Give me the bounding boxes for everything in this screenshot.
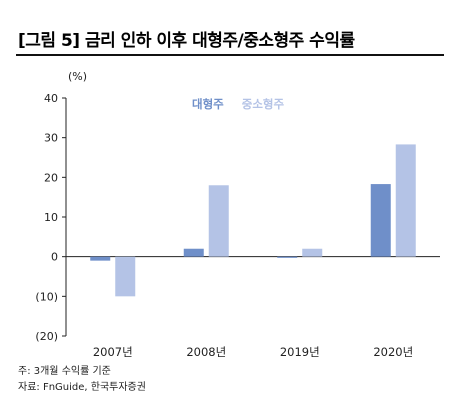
y-tick-label: 30	[44, 132, 58, 145]
legend-item-large-cap: 대형주	[192, 97, 224, 111]
bar-small-mid-cap-2	[302, 248, 323, 257]
bar-large-cap-3	[370, 184, 391, 257]
chart-labels: (20) (10) 0 10 20 30 40 2007년 2008년 2019년 2020년	[35, 92, 413, 359]
y-tick-label: 40	[44, 92, 58, 105]
x-category-label: 2019년	[280, 345, 320, 359]
figure-title: [그림 5] 금리 인하 이후 대형주/중소형주 수익률	[18, 31, 355, 51]
bar-small-mid-cap-1	[208, 185, 229, 257]
title-divider	[16, 54, 444, 56]
legend-item-small-mid-cap: 중소형주	[241, 97, 285, 111]
bar-small-mid-cap-0	[115, 256, 136, 297]
y-tick-label: 10	[44, 211, 58, 224]
x-category-label: 2020년	[373, 345, 413, 359]
bar-small-mid-cap-3	[395, 144, 416, 257]
y-tick-label: 20	[44, 171, 58, 184]
bar-large-cap-2	[277, 256, 298, 258]
y-tick-label: (20)	[35, 330, 58, 343]
footnote: 주: 3개월 수익률 기준	[18, 366, 111, 377]
y-axis-unit-label: (%)	[68, 70, 88, 83]
y-tick-label: (10)	[35, 290, 58, 303]
chart-bars	[90, 144, 416, 297]
x-category-label: 2008년	[186, 345, 226, 359]
bar-large-cap-1	[183, 248, 204, 257]
x-category-label: 2007년	[93, 345, 133, 359]
source-note: 자료: FnGuide, 한국투자증권	[18, 382, 146, 393]
chart-legend: 대형주 중소형주	[192, 96, 298, 112]
bar-large-cap-0	[90, 256, 111, 261]
y-tick-label: 0	[51, 251, 58, 264]
